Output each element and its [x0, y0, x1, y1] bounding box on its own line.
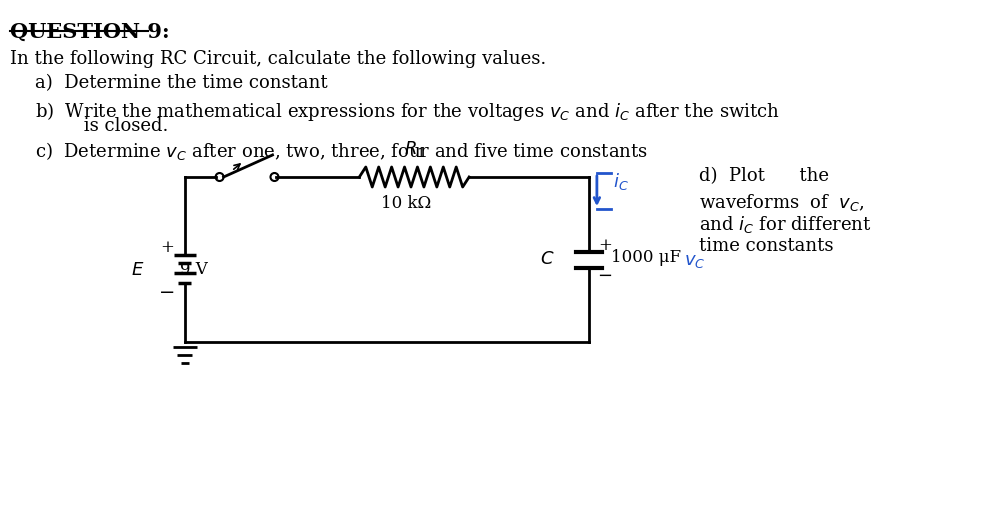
Text: $C$: $C$	[541, 251, 555, 269]
Text: −: −	[158, 284, 175, 302]
Text: QUESTION 9:: QUESTION 9:	[10, 22, 170, 42]
Text: $E$: $E$	[131, 261, 145, 279]
Text: waveforms  of  $v_C$,: waveforms of $v_C$,	[699, 192, 865, 213]
Text: $v_C$: $v_C$	[684, 253, 705, 270]
Text: $i_C$: $i_C$	[613, 170, 628, 192]
Text: 9 V: 9 V	[180, 262, 208, 278]
Text: 1000 μF: 1000 μF	[611, 249, 681, 266]
Text: $R_1$: $R_1$	[404, 139, 424, 159]
Text: is closed.: is closed.	[55, 117, 168, 135]
Text: d)  Plot      the: d) Plot the	[699, 167, 829, 185]
Text: +: +	[598, 237, 612, 254]
Text: c)  Determine $v_C$ after one, two, three, four and five time constants: c) Determine $v_C$ after one, two, three…	[35, 140, 648, 162]
Text: +: +	[160, 238, 174, 255]
Text: 10 kΩ: 10 kΩ	[381, 195, 431, 212]
Text: and $i_C$ for different: and $i_C$ for different	[699, 214, 872, 235]
Text: In the following RC Circuit, calculate the following values.: In the following RC Circuit, calculate t…	[10, 50, 547, 68]
Text: −: −	[597, 267, 612, 285]
Text: time constants: time constants	[699, 237, 833, 255]
Text: a)  Determine the time constant: a) Determine the time constant	[35, 74, 328, 92]
Text: b)  Write the mathematical expressions for the voltages $v_C$ and $i_C$ after th: b) Write the mathematical expressions fo…	[35, 100, 780, 123]
